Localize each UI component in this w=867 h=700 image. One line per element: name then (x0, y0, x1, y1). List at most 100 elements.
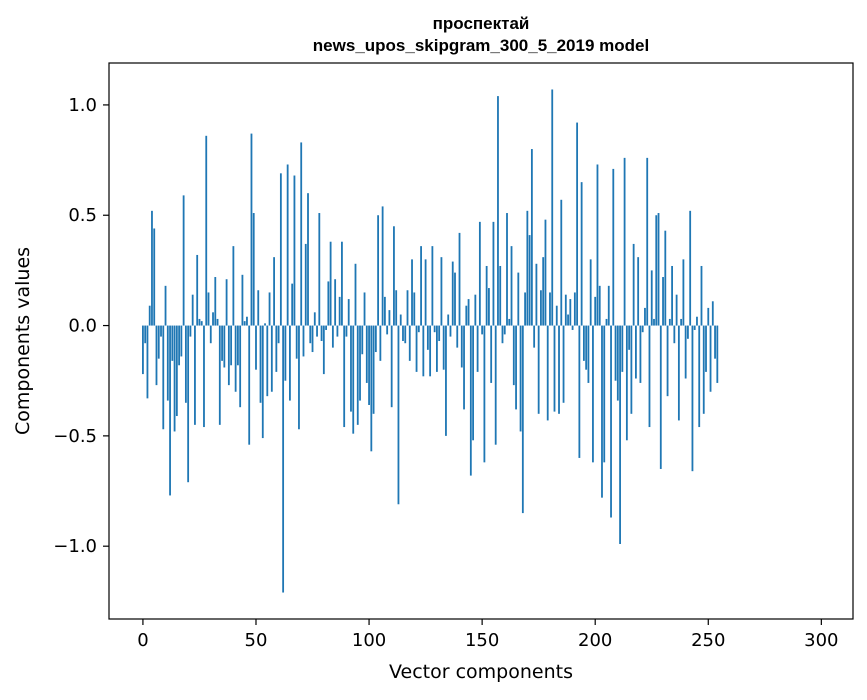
bar (268, 292, 271, 326)
x-axis-label: Vector components (389, 661, 573, 683)
bar (390, 325, 393, 408)
bar (180, 325, 183, 357)
bar (492, 221, 495, 326)
bar (277, 325, 280, 344)
bar (175, 325, 178, 417)
bar (515, 325, 517, 410)
bar (311, 325, 314, 353)
bar (209, 325, 212, 344)
bar (388, 310, 391, 326)
bar (440, 257, 443, 326)
bar (282, 325, 285, 593)
bar (383, 296, 386, 326)
bar (537, 325, 540, 414)
x-tick-label: 300 (804, 630, 838, 651)
bar (307, 193, 309, 326)
bar (214, 277, 217, 326)
bar (359, 325, 361, 401)
y-tick-label: −1.0 (53, 536, 97, 557)
bar (370, 325, 373, 452)
bar (295, 325, 298, 359)
bar (673, 325, 676, 344)
bar (413, 292, 416, 326)
bar (463, 325, 465, 410)
bar (212, 312, 214, 326)
bar (625, 325, 628, 441)
bar (641, 325, 644, 333)
bar (436, 325, 438, 372)
bar (639, 325, 642, 383)
x-tick-label: 100 (352, 630, 386, 651)
bar (521, 325, 524, 514)
bar (621, 325, 624, 372)
bar (300, 142, 303, 326)
bar (610, 325, 612, 518)
bar (689, 210, 692, 326)
bar (657, 213, 660, 326)
bar (350, 325, 352, 412)
bar (426, 325, 429, 350)
bar (700, 265, 703, 326)
bar (528, 235, 531, 326)
bar (605, 318, 608, 326)
bar (386, 325, 389, 335)
bar (309, 325, 312, 344)
bar (460, 325, 463, 368)
bar (433, 325, 436, 333)
bar (264, 323, 266, 326)
bar (601, 325, 603, 498)
bar (716, 325, 719, 383)
bar (524, 292, 526, 326)
bar (234, 325, 237, 392)
bar (356, 325, 359, 425)
bar (198, 318, 201, 326)
bar (399, 314, 402, 326)
bar (587, 325, 590, 383)
bar (619, 325, 621, 544)
bar (381, 206, 384, 326)
bar (603, 325, 606, 463)
bar (184, 325, 187, 403)
bar (494, 325, 497, 445)
plot-frame (108, 62, 854, 620)
bar (558, 325, 560, 414)
bar (573, 292, 576, 326)
bar (451, 261, 454, 326)
bar (650, 270, 653, 326)
bar (506, 213, 508, 326)
bar (571, 325, 574, 330)
bar (497, 96, 499, 326)
bar (542, 257, 545, 326)
bar (662, 277, 664, 326)
bar (598, 285, 601, 326)
bar (607, 285, 610, 326)
chart-title-line-1: проспектай (433, 14, 530, 33)
y-tick-label: 1.0 (68, 95, 97, 116)
bar (540, 290, 542, 326)
bar (431, 246, 434, 326)
bar (447, 314, 450, 326)
bar (680, 318, 683, 326)
bar (144, 325, 147, 344)
bar (512, 325, 515, 386)
bar (438, 325, 441, 341)
x-tick-label: 200 (578, 630, 612, 651)
bar (594, 296, 597, 326)
y-axis-ticks: −1.0 −0.5 0.0 0.5 1.0 (53, 95, 109, 557)
bar (411, 259, 413, 326)
bar (499, 265, 502, 326)
bar (648, 325, 651, 428)
bar (623, 157, 626, 326)
bar (472, 325, 474, 441)
bar (397, 325, 400, 505)
bar (298, 325, 300, 430)
bar (485, 265, 488, 326)
bar (501, 325, 504, 344)
bar (196, 254, 199, 326)
bar (682, 259, 685, 326)
bar (160, 325, 162, 337)
bar (406, 290, 409, 326)
bar (653, 318, 655, 326)
bar (564, 294, 567, 326)
